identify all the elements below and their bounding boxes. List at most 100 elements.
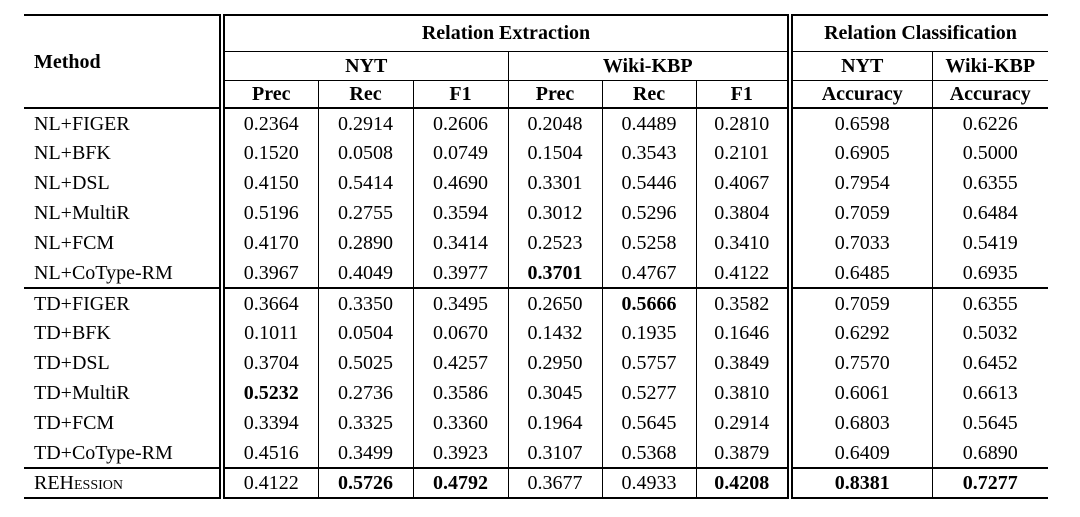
value-cell: 0.3704: [219, 348, 318, 378]
value-cell: 0.2755: [317, 198, 413, 228]
value-cell: 0.6292: [787, 318, 932, 348]
value-cell: 0.3701: [507, 258, 602, 289]
value-cell: 0.6905: [787, 138, 932, 168]
value-cell: 0.8381: [787, 468, 932, 498]
table-row: NL+MultiR 0.5196 0.2755 0.3594 0.3012 0.5296 0…: [24, 198, 1048, 228]
value-cell: 0.0670: [412, 318, 508, 348]
value-cell: 0.6355: [931, 288, 1048, 318]
value-cell: 0.1011: [219, 318, 318, 348]
value-cell: 0.5414: [317, 168, 413, 198]
table-body: NL+FIGER 0.2364 0.2914 0.2606 0.2048 0.4489 0.…: [24, 108, 1048, 498]
value-cell: 0.3543: [601, 138, 696, 168]
value-cell: 0.2101: [695, 138, 790, 168]
value-cell: 0.2914: [317, 108, 413, 138]
value-cell: 0.4767: [601, 258, 696, 289]
value-cell: 0.2950: [507, 348, 602, 378]
results-table: Method Relation Extraction Relation Clas…: [24, 14, 1048, 499]
method-cell: TD+DSL: [34, 352, 110, 374]
value-cell: 0.3301: [507, 168, 602, 198]
value-cell: 0.1504: [507, 138, 602, 168]
value-cell: 0.3879: [695, 438, 790, 469]
table-row: TD+FIGER 0.3664 0.3350 0.3495 0.2650 0.5666 0.…: [24, 288, 1048, 318]
value-cell: 0.4208: [695, 468, 790, 498]
value-cell: 0.3394: [219, 408, 318, 438]
value-cell: 0.7277: [931, 468, 1048, 498]
method-cell: NL+FCM: [34, 232, 115, 254]
value-cell: 0.2523: [507, 228, 602, 258]
method-cell: TD+CoType-RM: [24, 438, 222, 469]
value-cell: 0.1432: [507, 318, 602, 348]
value-cell: 0.6890: [931, 438, 1048, 469]
value-cell: 0.4792: [412, 468, 508, 498]
value-cell: 0.3410: [695, 228, 790, 258]
value-cell: 0.6226: [931, 108, 1048, 138]
value-cell: 0.2606: [412, 108, 508, 138]
value-cell: 0.3582: [695, 288, 790, 318]
method-cell: TD+BFK: [34, 322, 111, 344]
value-cell: 0.5645: [931, 408, 1048, 438]
value-cell: 0.5666: [601, 288, 696, 318]
table-header: Method Relation Extraction Relation Clas…: [24, 15, 1048, 109]
value-cell: 0.3414: [412, 228, 508, 258]
value-cell: 0.3499: [317, 438, 413, 469]
value-cell: 0.5726: [317, 468, 413, 498]
value-cell: 0.3360: [412, 408, 508, 438]
value-cell: 0.4516: [219, 438, 318, 469]
value-cell: 0.5419: [931, 228, 1048, 258]
value-cell: 0.6061: [787, 378, 932, 408]
value-cell: 0.3586: [412, 378, 508, 408]
value-cell: 0.5446: [601, 168, 696, 198]
value-cell: 0.3677: [507, 468, 602, 498]
value-cell: 0.0749: [412, 138, 508, 168]
value-cell: 0.2736: [317, 378, 413, 408]
value-cell: 0.3594: [412, 198, 508, 228]
value-cell: 0.4122: [219, 468, 318, 498]
nyt-classification-header: NYT: [787, 51, 932, 81]
value-cell: 0.6803: [787, 408, 932, 438]
value-cell: 0.3495: [412, 288, 508, 318]
value-cell: 0.3045: [507, 378, 602, 408]
wikikbp-classification-header: Wiki-KBP: [931, 51, 1048, 81]
table-row: NL+CoType-RM 0.3967 0.4049 0.3977 0.3701 0.47…: [24, 258, 1048, 289]
value-cell: 0.5000: [931, 138, 1048, 168]
value-cell: 0.3849: [695, 348, 790, 378]
wikikbp-accuracy-header: Accuracy: [931, 80, 1048, 109]
value-cell: 0.2048: [507, 108, 602, 138]
value-cell: 0.4170: [219, 228, 318, 258]
value-cell: 0.6598: [787, 108, 932, 138]
table-row: NL+FCM 0.4170 0.2890 0.3414 0.2523 0.5258 0.34…: [24, 228, 1048, 258]
table-row: REHession 0.4122 0.5726 0.4792 0.3677 0.4933 0…: [24, 468, 1048, 498]
wikikbp-f1-header: F1: [695, 80, 790, 109]
value-cell: 0.2890: [317, 228, 413, 258]
value-cell: 0.3977: [412, 258, 508, 289]
value-cell: 0.4489: [601, 108, 696, 138]
wikikbp-rec-header: Rec: [601, 80, 696, 109]
value-cell: 0.4067: [695, 168, 790, 198]
value-cell: 0.5258: [601, 228, 696, 258]
metric-header-row: Prec Rec F1 Prec Rec F1 Accuracy Accurac…: [24, 80, 1048, 109]
value-cell: 0.3664: [219, 288, 318, 318]
value-cell: 0.3012: [507, 198, 602, 228]
wikikbp-prec-header: Prec: [507, 80, 602, 109]
value-cell: 0.5277: [601, 378, 696, 408]
value-cell: 0.3107: [507, 438, 602, 469]
value-cell: 0.3967: [219, 258, 318, 289]
value-cell: 0.6452: [931, 348, 1048, 378]
value-cell: 0.0504: [317, 318, 413, 348]
value-cell: 0.3325: [317, 408, 413, 438]
value-cell: 0.6484: [931, 198, 1048, 228]
table-row: TD+CoType-RM 0.4516 0.3499 0.3923 0.3107 0.53…: [24, 438, 1048, 469]
nyt-extraction-header: NYT: [219, 51, 508, 81]
table-row: NL+BFK 0.1520 0.0508 0.0749 0.1504 0.3543 0.21…: [24, 138, 1048, 168]
nyt-prec-header: Prec: [219, 80, 318, 109]
nyt-accuracy-header: Accuracy: [787, 80, 932, 109]
method-cell: TD+FCM: [34, 412, 115, 434]
value-cell: 0.2810: [695, 108, 790, 138]
value-cell: 0.4933: [601, 468, 696, 498]
value-cell: 0.6613: [931, 378, 1048, 408]
value-cell: 0.7954: [787, 168, 932, 198]
method-cell: REHession: [34, 472, 124, 494]
value-cell: 0.5196: [219, 198, 318, 228]
value-cell: 0.6935: [931, 258, 1048, 289]
